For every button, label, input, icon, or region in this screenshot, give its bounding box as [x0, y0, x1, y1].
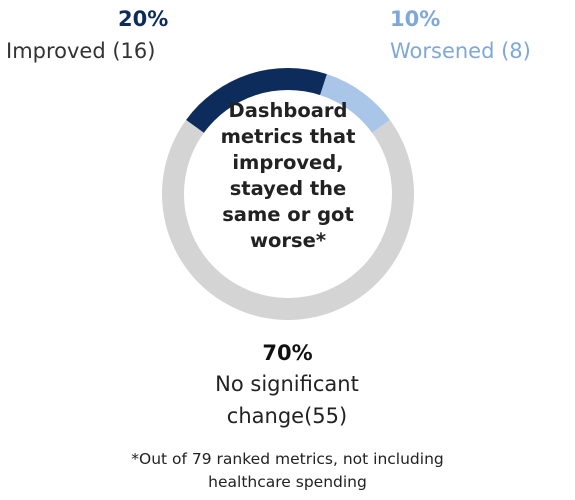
donut-slice: [320, 74, 390, 133]
chart-title: Dashboard metrics that improved, stayed …: [220, 99, 356, 252]
donut-slice: [162, 119, 414, 321]
category-label: Worsened (8): [390, 39, 531, 63]
footnote: *Out of 79 ranked metrics, not including…: [131, 450, 444, 491]
category-label: No significant change(55): [215, 372, 359, 428]
value-label: 70%: [262, 341, 313, 365]
category-label: Improved (16): [6, 39, 156, 63]
value-label: 10%: [390, 7, 441, 31]
donut-slice: [186, 68, 327, 133]
value-label: 20%: [118, 7, 169, 31]
